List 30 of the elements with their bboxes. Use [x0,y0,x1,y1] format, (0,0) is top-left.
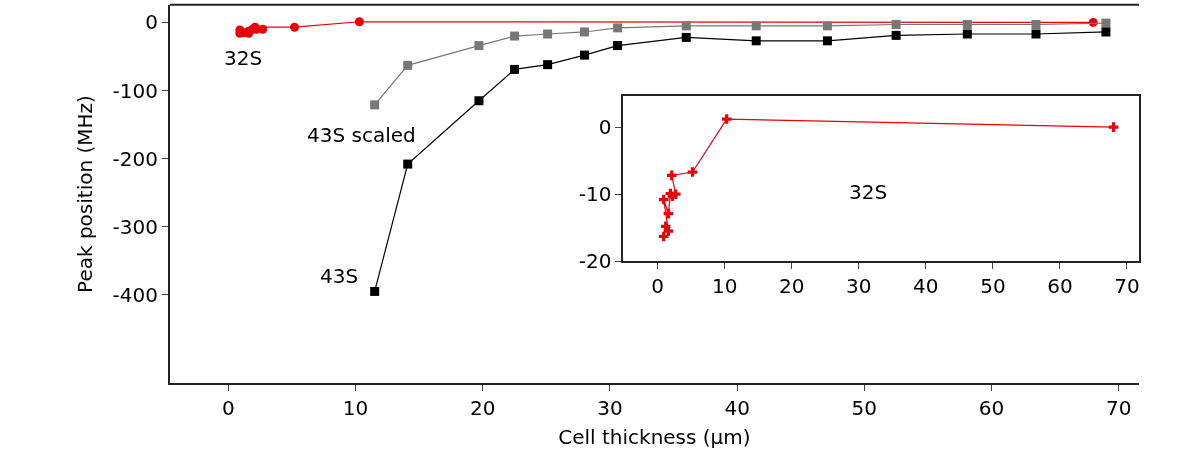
x-tick-label: 40 [913,274,939,299]
y-tick-label: 0 [598,115,612,140]
y-tick-label: -20 [578,249,612,274]
series-label: 32S [224,46,263,70]
x-tick-label: 70 [1105,396,1132,421]
x-tick-label: 50 [851,396,878,421]
x-tick-label: 20 [470,396,496,421]
x-tick-label: 10 [711,274,738,299]
text: 32S [849,180,888,204]
x-tick-label: 30 [846,274,872,299]
y-tick-label: -10 [578,182,612,207]
x-axis-title: Cell thickness (µm) [558,425,751,449]
x-tick-label: 30 [597,396,623,421]
x-tick-label: 10 [342,396,369,421]
series-label: 43S [320,264,359,288]
x-tick-label: 60 [1047,274,1073,299]
y-tick-label: -300 [112,214,158,239]
x-tick-label: 50 [980,274,1006,299]
x-tick-label: 40 [724,396,750,421]
y-tick-label: -400 [112,282,158,307]
x-tick-label: 60 [978,396,1005,421]
y-tick-label: -100 [112,78,158,103]
y-axis-title: Peak position (MHz) [72,95,97,293]
x-tick-label: 20 [779,274,805,299]
y-tick-label: 0 [145,10,158,35]
series-label: 43S scaled [307,123,416,147]
x-tick-label: 0 [651,274,665,299]
x-tick-label: 70 [1114,274,1140,299]
x-tick-label: 0 [222,396,235,421]
y-tick-label: -200 [112,146,158,171]
